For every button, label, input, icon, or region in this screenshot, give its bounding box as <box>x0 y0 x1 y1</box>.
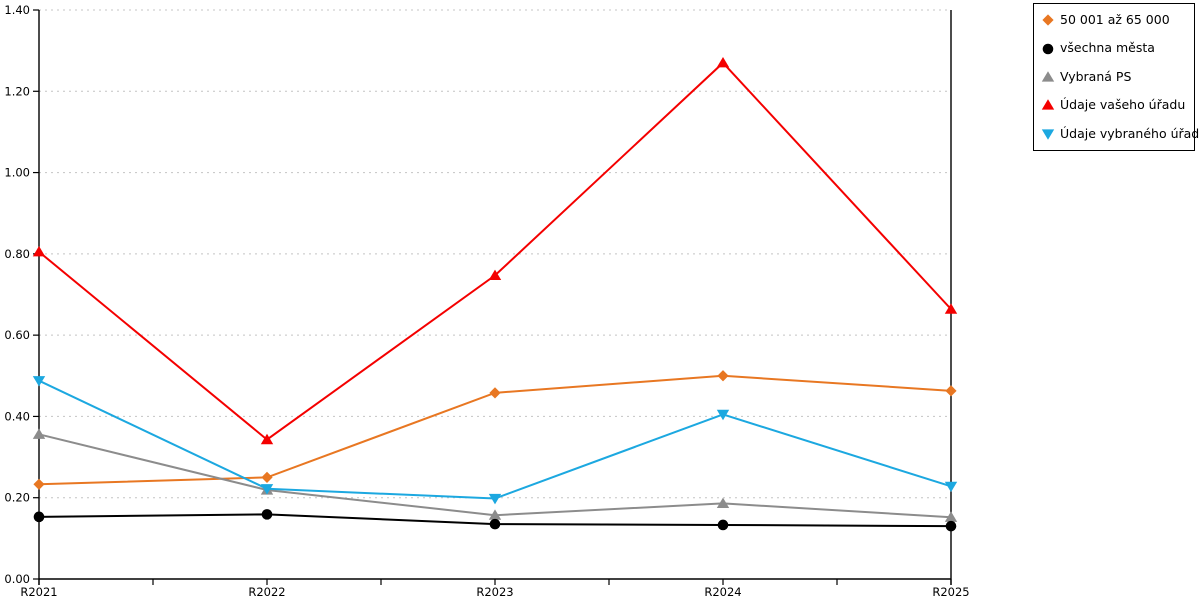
triangle-up-marker <box>716 497 730 509</box>
triangle-up-marker <box>260 433 274 445</box>
circle-marker <box>1042 43 1054 54</box>
legend-item-3: Údaje vašeho úřadu <box>1034 98 1194 112</box>
y-axis-label: 0.20 <box>4 491 30 505</box>
triangle-up-marker <box>944 511 958 522</box>
diamond-marker <box>489 387 501 399</box>
legend-item-2: Vybraná PS <box>1034 70 1194 84</box>
y-axis-label: 1.40 <box>4 3 30 17</box>
y-axis-label: 0.00 <box>4 572 30 586</box>
triangle-down-marker <box>716 409 730 421</box>
triangle-up-marker <box>716 57 730 68</box>
triangle-down-marker <box>1041 129 1055 140</box>
triangle-up-marker <box>1041 99 1055 110</box>
triangle-up-marker <box>1041 71 1055 82</box>
triangle-up-marker <box>944 303 958 314</box>
diamond-marker <box>1042 14 1054 26</box>
legend-label: Údaje vašeho úřadu <box>1060 97 1186 113</box>
triangle-up-icon <box>1041 99 1055 110</box>
legend-label: Vybraná PS <box>1060 68 1132 84</box>
y-axis-label: 1.20 <box>4 84 30 98</box>
chart-legend: 50 001 až 65 000 všechna města Vybraná PS Ú… <box>1033 3 1200 151</box>
diamond-marker <box>945 385 957 397</box>
triangle-up-marker <box>488 269 502 280</box>
y-axis-label: 1.00 <box>4 166 30 180</box>
circle-marker <box>261 509 273 520</box>
y-axis-label: 0.60 <box>4 328 30 342</box>
diamond-marker <box>261 471 273 483</box>
series-line-3 <box>38 61 952 441</box>
x-axis-label: R2023 <box>476 585 513 599</box>
triangle-up-icon <box>1041 71 1055 82</box>
legend-label: 50 001 až 65 000 <box>1060 11 1170 27</box>
triangle-down-marker <box>32 376 46 387</box>
triangle-down-marker <box>944 481 958 493</box>
circle-marker <box>717 519 729 531</box>
circle-marker <box>489 518 501 530</box>
y-axis-label: 0.40 <box>4 409 30 423</box>
x-axis-label: R2021 <box>20 585 57 599</box>
legend-item-0: 50 001 až 65 000 <box>1034 13 1194 27</box>
triangle-up-marker <box>32 246 46 257</box>
triangle-up-marker <box>488 509 502 520</box>
diamond-icon <box>1042 14 1054 26</box>
legend-item-4: Údaje vybraného úřadu <box>1034 127 1200 141</box>
triangle-down-marker <box>260 484 274 495</box>
y-axis-label: 0.80 <box>4 247 30 261</box>
legend-label: Údaje vybraného úřadu <box>1060 125 1200 141</box>
circle-marker <box>33 511 45 523</box>
diamond-marker <box>33 478 45 490</box>
circle-marker <box>945 520 957 532</box>
legend-item-1: všechna města <box>1034 42 1194 56</box>
x-axis-label: R2022 <box>248 585 285 599</box>
triangle-up-marker <box>32 428 46 439</box>
x-axis-label: R2024 <box>704 585 741 599</box>
series-line-2 <box>38 433 952 519</box>
legend-label: všechna města <box>1060 40 1155 56</box>
triangle-down-icon <box>1041 129 1055 140</box>
x-axis-label: R2025 <box>932 585 969 599</box>
triangle-down-marker <box>488 493 502 505</box>
circle-icon <box>1042 43 1054 54</box>
diamond-marker <box>717 370 729 382</box>
